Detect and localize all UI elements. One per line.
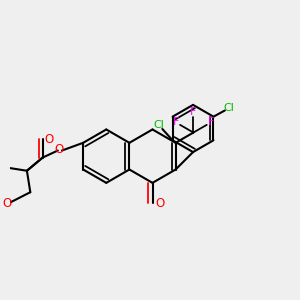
Text: F: F <box>172 117 179 127</box>
Text: O: O <box>155 197 164 210</box>
Text: F: F <box>208 117 214 127</box>
Text: O: O <box>2 197 11 210</box>
Text: O: O <box>55 143 64 156</box>
Text: F: F <box>190 107 196 117</box>
Text: Cl: Cl <box>153 120 164 130</box>
Text: O: O <box>45 133 54 146</box>
Text: Cl: Cl <box>224 103 235 113</box>
